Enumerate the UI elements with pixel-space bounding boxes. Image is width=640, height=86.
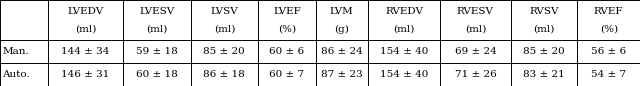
Text: (ml): (ml) — [465, 25, 486, 34]
Text: RVEDV: RVEDV — [385, 7, 423, 16]
Text: 154 ± 40: 154 ± 40 — [380, 47, 428, 56]
Text: RVSV: RVSV — [529, 7, 559, 16]
Text: Man.: Man. — [3, 47, 29, 56]
Text: (ml): (ml) — [533, 25, 555, 34]
Text: (%): (%) — [600, 25, 618, 34]
Text: 56 ± 6: 56 ± 6 — [591, 47, 627, 56]
Text: 85 ± 20: 85 ± 20 — [204, 47, 245, 56]
Text: (%): (%) — [278, 25, 296, 34]
Text: (ml): (ml) — [75, 25, 96, 34]
Text: 85 ± 20: 85 ± 20 — [523, 47, 565, 56]
Text: LVEDV: LVEDV — [67, 7, 104, 16]
Text: 86 ± 18: 86 ± 18 — [204, 70, 245, 79]
Text: 83 ± 21: 83 ± 21 — [523, 70, 565, 79]
Text: Auto.: Auto. — [3, 70, 30, 79]
Text: LVSV: LVSV — [211, 7, 238, 16]
Text: 87 ± 23: 87 ± 23 — [321, 70, 363, 79]
Text: 154 ± 40: 154 ± 40 — [380, 70, 428, 79]
Text: LVESV: LVESV — [140, 7, 175, 16]
Text: (ml): (ml) — [146, 25, 168, 34]
Text: 69 ± 24: 69 ± 24 — [454, 47, 496, 56]
Text: 60 ± 6: 60 ± 6 — [269, 47, 305, 56]
Text: 86 ± 24: 86 ± 24 — [321, 47, 363, 56]
Text: RVEF: RVEF — [594, 7, 623, 16]
Text: 60 ± 7: 60 ± 7 — [269, 70, 305, 79]
Text: 54 ± 7: 54 ± 7 — [591, 70, 627, 79]
Text: 144 ± 34: 144 ± 34 — [61, 47, 109, 56]
Text: (ml): (ml) — [394, 25, 415, 34]
Text: LVEF: LVEF — [273, 7, 301, 16]
Text: 146 ± 31: 146 ± 31 — [61, 70, 109, 79]
Text: 71 ± 26: 71 ± 26 — [454, 70, 496, 79]
Text: (g): (g) — [334, 25, 349, 34]
Text: 60 ± 18: 60 ± 18 — [136, 70, 178, 79]
Text: LVM: LVM — [330, 7, 354, 16]
Text: RVESV: RVESV — [457, 7, 494, 16]
Text: 59 ± 18: 59 ± 18 — [136, 47, 178, 56]
Text: (ml): (ml) — [214, 25, 235, 34]
